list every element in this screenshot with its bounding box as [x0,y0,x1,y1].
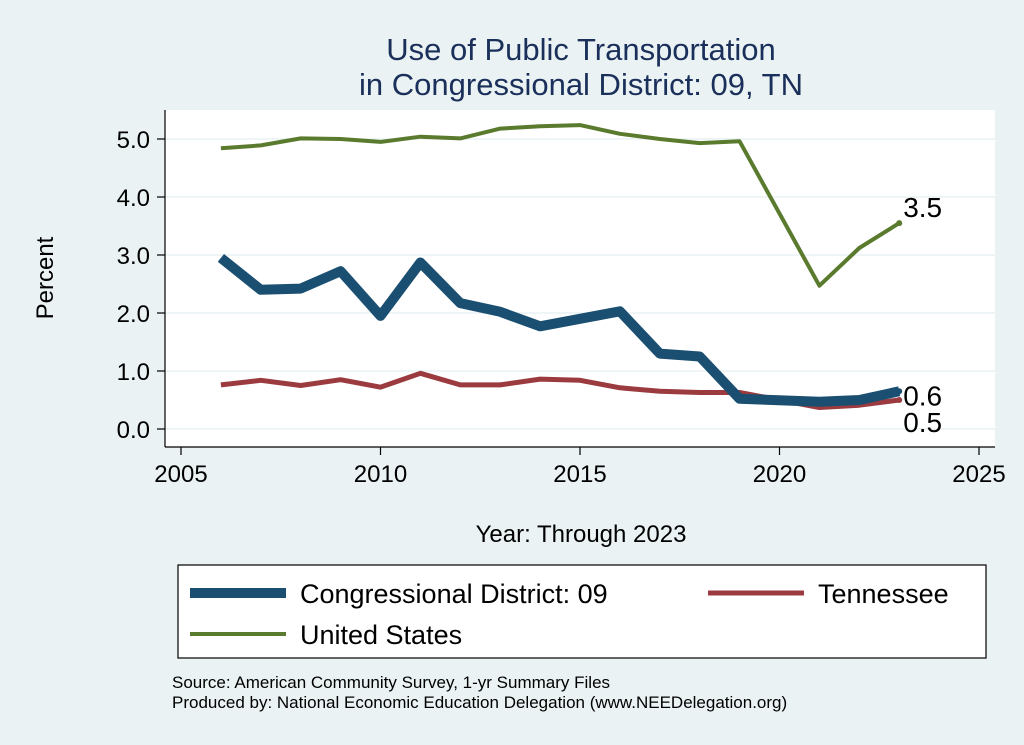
chart-title-line-2: in Congressional District: 09, TN [359,67,803,102]
x-axis-title: Year: Through 2023 [476,521,687,548]
legend-label-1: Tennessee [818,579,949,609]
y-tick-label: 0.0 [117,417,150,444]
plot-area [165,110,995,447]
chart-title-line-1: Use of Public Transportation [386,32,775,67]
y-tick-label: 1.0 [117,359,150,386]
y-tick-label: 2.0 [117,301,150,328]
x-tick-label: 2015 [553,461,606,488]
series-line-0 [217,253,901,407]
y-tick-label: 4.0 [117,185,150,212]
x-tick-label: 2025 [952,461,1005,488]
end-label-0: 0.6 [903,380,942,411]
series-end-point-1 [896,397,903,403]
series-end-point-0 [896,388,903,395]
end-label-2: 3.5 [903,192,942,223]
end-labels: 0.60.5 3.5 [903,192,942,438]
series-end-point-2 [896,220,903,227]
y-axis-title: Percent [32,236,59,319]
axes: 0.0 1.0 2.0 3.0 4.0 5.0 2005 2010 2015 2020 2025 [117,110,1006,488]
x-tick-label: 2010 [354,461,407,488]
y-tick-label: 3.0 [117,243,150,270]
end-label-1: 0.5 [903,407,942,438]
x-tick-label: 2020 [753,461,806,488]
gridlines [165,138,995,430]
legend-box [177,564,987,659]
producer-note: Produced by: National Economic Education… [172,693,787,712]
source-note: Source: American Community Survey, 1-yr … [172,673,610,692]
legend: Congressional District: 09 Tennessee Unite… [190,579,949,650]
legend-label-0: Congressional District: 09 [300,579,608,609]
series-lines [217,123,903,410]
x-tick-label: 2005 [154,461,207,488]
series-line-2 [220,123,901,288]
legend-label-2: United States [300,620,462,650]
y-tick-label: 5.0 [117,127,150,154]
